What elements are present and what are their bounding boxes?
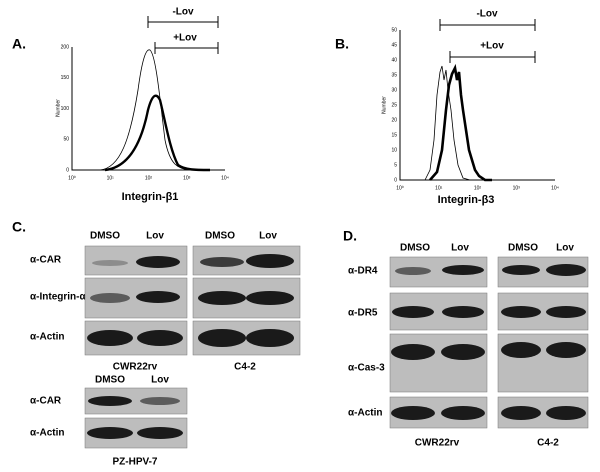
x-tick-label: 10³ — [513, 185, 521, 191]
lane-header: DMSO — [90, 231, 120, 242]
y-axis-label: Number — [55, 99, 61, 117]
y-tick-label: 150 — [61, 75, 70, 81]
lane-header: Lov — [146, 231, 164, 242]
y-axis-label: Number — [381, 96, 387, 114]
y-tick-label: 15 — [391, 132, 397, 138]
cell-line: CWR22rv — [415, 438, 460, 449]
blot — [84, 245, 301, 356]
lane-header: Lov — [151, 375, 169, 386]
y-tick-label: 0 — [394, 177, 397, 183]
row-label: α-DR5 — [348, 308, 378, 319]
y-tick-label: 40 — [391, 57, 397, 63]
row-label: α-CAR — [30, 396, 62, 407]
cell-line: CWR22rv — [113, 362, 158, 373]
histogram-minus-lov — [99, 49, 191, 171]
y-tick-label: 25 — [391, 102, 397, 108]
lane-header: DMSO — [95, 375, 125, 386]
axis — [399, 30, 555, 181]
panel-label: D. — [343, 228, 357, 244]
y-tick-label: 5 — [394, 162, 397, 168]
row-label: α-Actin — [348, 408, 382, 419]
x-tick-label: 10⁰ — [396, 185, 404, 191]
row-label: α-Actin — [30, 428, 64, 439]
lane-header: DMSO — [508, 243, 538, 254]
x-tick-label: 10¹ — [435, 185, 443, 191]
x-tick-label: 10¹ — [107, 175, 115, 181]
panel-label: B. — [335, 36, 349, 52]
lane-header: DMSO — [205, 231, 235, 242]
cell-line: C4-2 — [537, 438, 559, 449]
x-tick-label: 10⁴ — [221, 175, 229, 181]
blot — [84, 387, 188, 449]
y-tick-label: 0 — [66, 167, 69, 173]
row-label: α-Cas-3 — [348, 363, 385, 374]
row-label: α-Actin — [30, 332, 64, 343]
x-tick-label: 10³ — [183, 175, 191, 181]
panel-label: A. — [12, 36, 26, 52]
y-tick-label: 50 — [63, 137, 69, 143]
x-tick-label: 10² — [474, 185, 482, 191]
bracket-label: +Lov — [173, 33, 197, 44]
bracket — [449, 51, 536, 63]
row-label: α-DR4 — [348, 266, 378, 277]
x-tick-label: 10⁴ — [551, 185, 559, 191]
bracket — [439, 19, 536, 31]
histogram-plus-lov — [104, 94, 211, 172]
bracket — [147, 16, 219, 28]
bracket-label: +Lov — [480, 41, 504, 52]
x-axis-label: Integrin-β3 — [438, 194, 495, 206]
y-tick-label: 100 — [61, 106, 70, 112]
lane-header: Lov — [259, 231, 277, 242]
blot — [389, 256, 589, 429]
y-tick-label: 30 — [391, 87, 397, 93]
lane-header: DMSO — [400, 243, 430, 254]
row-label: α-CAR — [30, 255, 62, 266]
bracket-label: -Lov — [476, 9, 498, 20]
x-tick-label: 10² — [145, 175, 153, 181]
bracket — [154, 42, 219, 54]
y-tick-label: 20 — [391, 117, 397, 123]
row-label: α-Integrin-αv — [30, 292, 92, 303]
cell-line: C4-2 — [234, 362, 256, 373]
y-tick-label: 50 — [391, 27, 397, 33]
axis — [71, 47, 225, 171]
x-tick-label: 10⁰ — [68, 175, 76, 181]
y-tick-label: 10 — [391, 147, 397, 153]
lane-header: Lov — [556, 243, 574, 254]
y-tick-label: 45 — [391, 42, 397, 48]
histogram-plus-lov — [429, 63, 492, 182]
panel-label: C. — [12, 219, 26, 235]
histogram-minus-lov — [424, 65, 471, 181]
cell-line: PZ-HPV-7 — [112, 457, 157, 468]
y-tick-label: 35 — [391, 72, 397, 78]
lane-header: Lov — [451, 243, 469, 254]
x-axis-label: Integrin-β1 — [122, 191, 179, 203]
y-tick-label: 200 — [61, 44, 70, 50]
bracket-label: -Lov — [172, 7, 194, 18]
